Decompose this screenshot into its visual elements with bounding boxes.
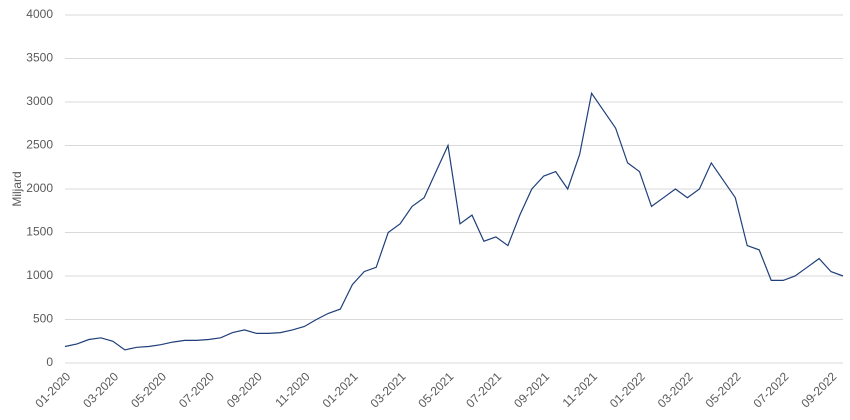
y-tick-label: 2500 bbox=[26, 138, 53, 152]
x-tick-label: 11-2021 bbox=[560, 369, 601, 410]
x-tick-label: 05-2022 bbox=[703, 369, 744, 410]
y-tick-label: 2000 bbox=[26, 181, 53, 195]
x-tick-label: 05-2020 bbox=[128, 369, 169, 410]
x-tick-label: 09-2022 bbox=[798, 369, 839, 410]
x-tick-label: 11-2020 bbox=[272, 369, 313, 410]
x-tick-label: 01-2022 bbox=[607, 369, 648, 410]
x-tick-label: 01-2020 bbox=[32, 369, 73, 410]
y-tick-label: 0 bbox=[46, 355, 53, 369]
x-tick-label: 09-2020 bbox=[224, 369, 265, 410]
x-tick-label: 07-2021 bbox=[463, 369, 504, 410]
data-line bbox=[64, 91, 844, 351]
x-tick-label: 01-2021 bbox=[320, 369, 361, 410]
x-tick-label: 09-2021 bbox=[511, 369, 552, 410]
x-tick-label: 07-2022 bbox=[750, 369, 791, 410]
x-tick-label: 05-2021 bbox=[415, 369, 456, 410]
y-axis-label: Miljard bbox=[10, 171, 24, 206]
x-tick-label: 03-2020 bbox=[80, 369, 121, 410]
y-tick-label: 3000 bbox=[26, 94, 53, 108]
y-tick-label: 1000 bbox=[26, 268, 53, 282]
x-tick-label: 03-2022 bbox=[655, 369, 696, 410]
x-tick-label: 03-2021 bbox=[367, 369, 408, 410]
x-tick-label: 07-2020 bbox=[176, 369, 217, 410]
y-tick-label: 500 bbox=[33, 312, 53, 326]
y-tick-label: 3500 bbox=[26, 51, 53, 65]
y-tick-label: 4000 bbox=[26, 7, 53, 21]
y-tick-label: 1500 bbox=[26, 225, 53, 239]
